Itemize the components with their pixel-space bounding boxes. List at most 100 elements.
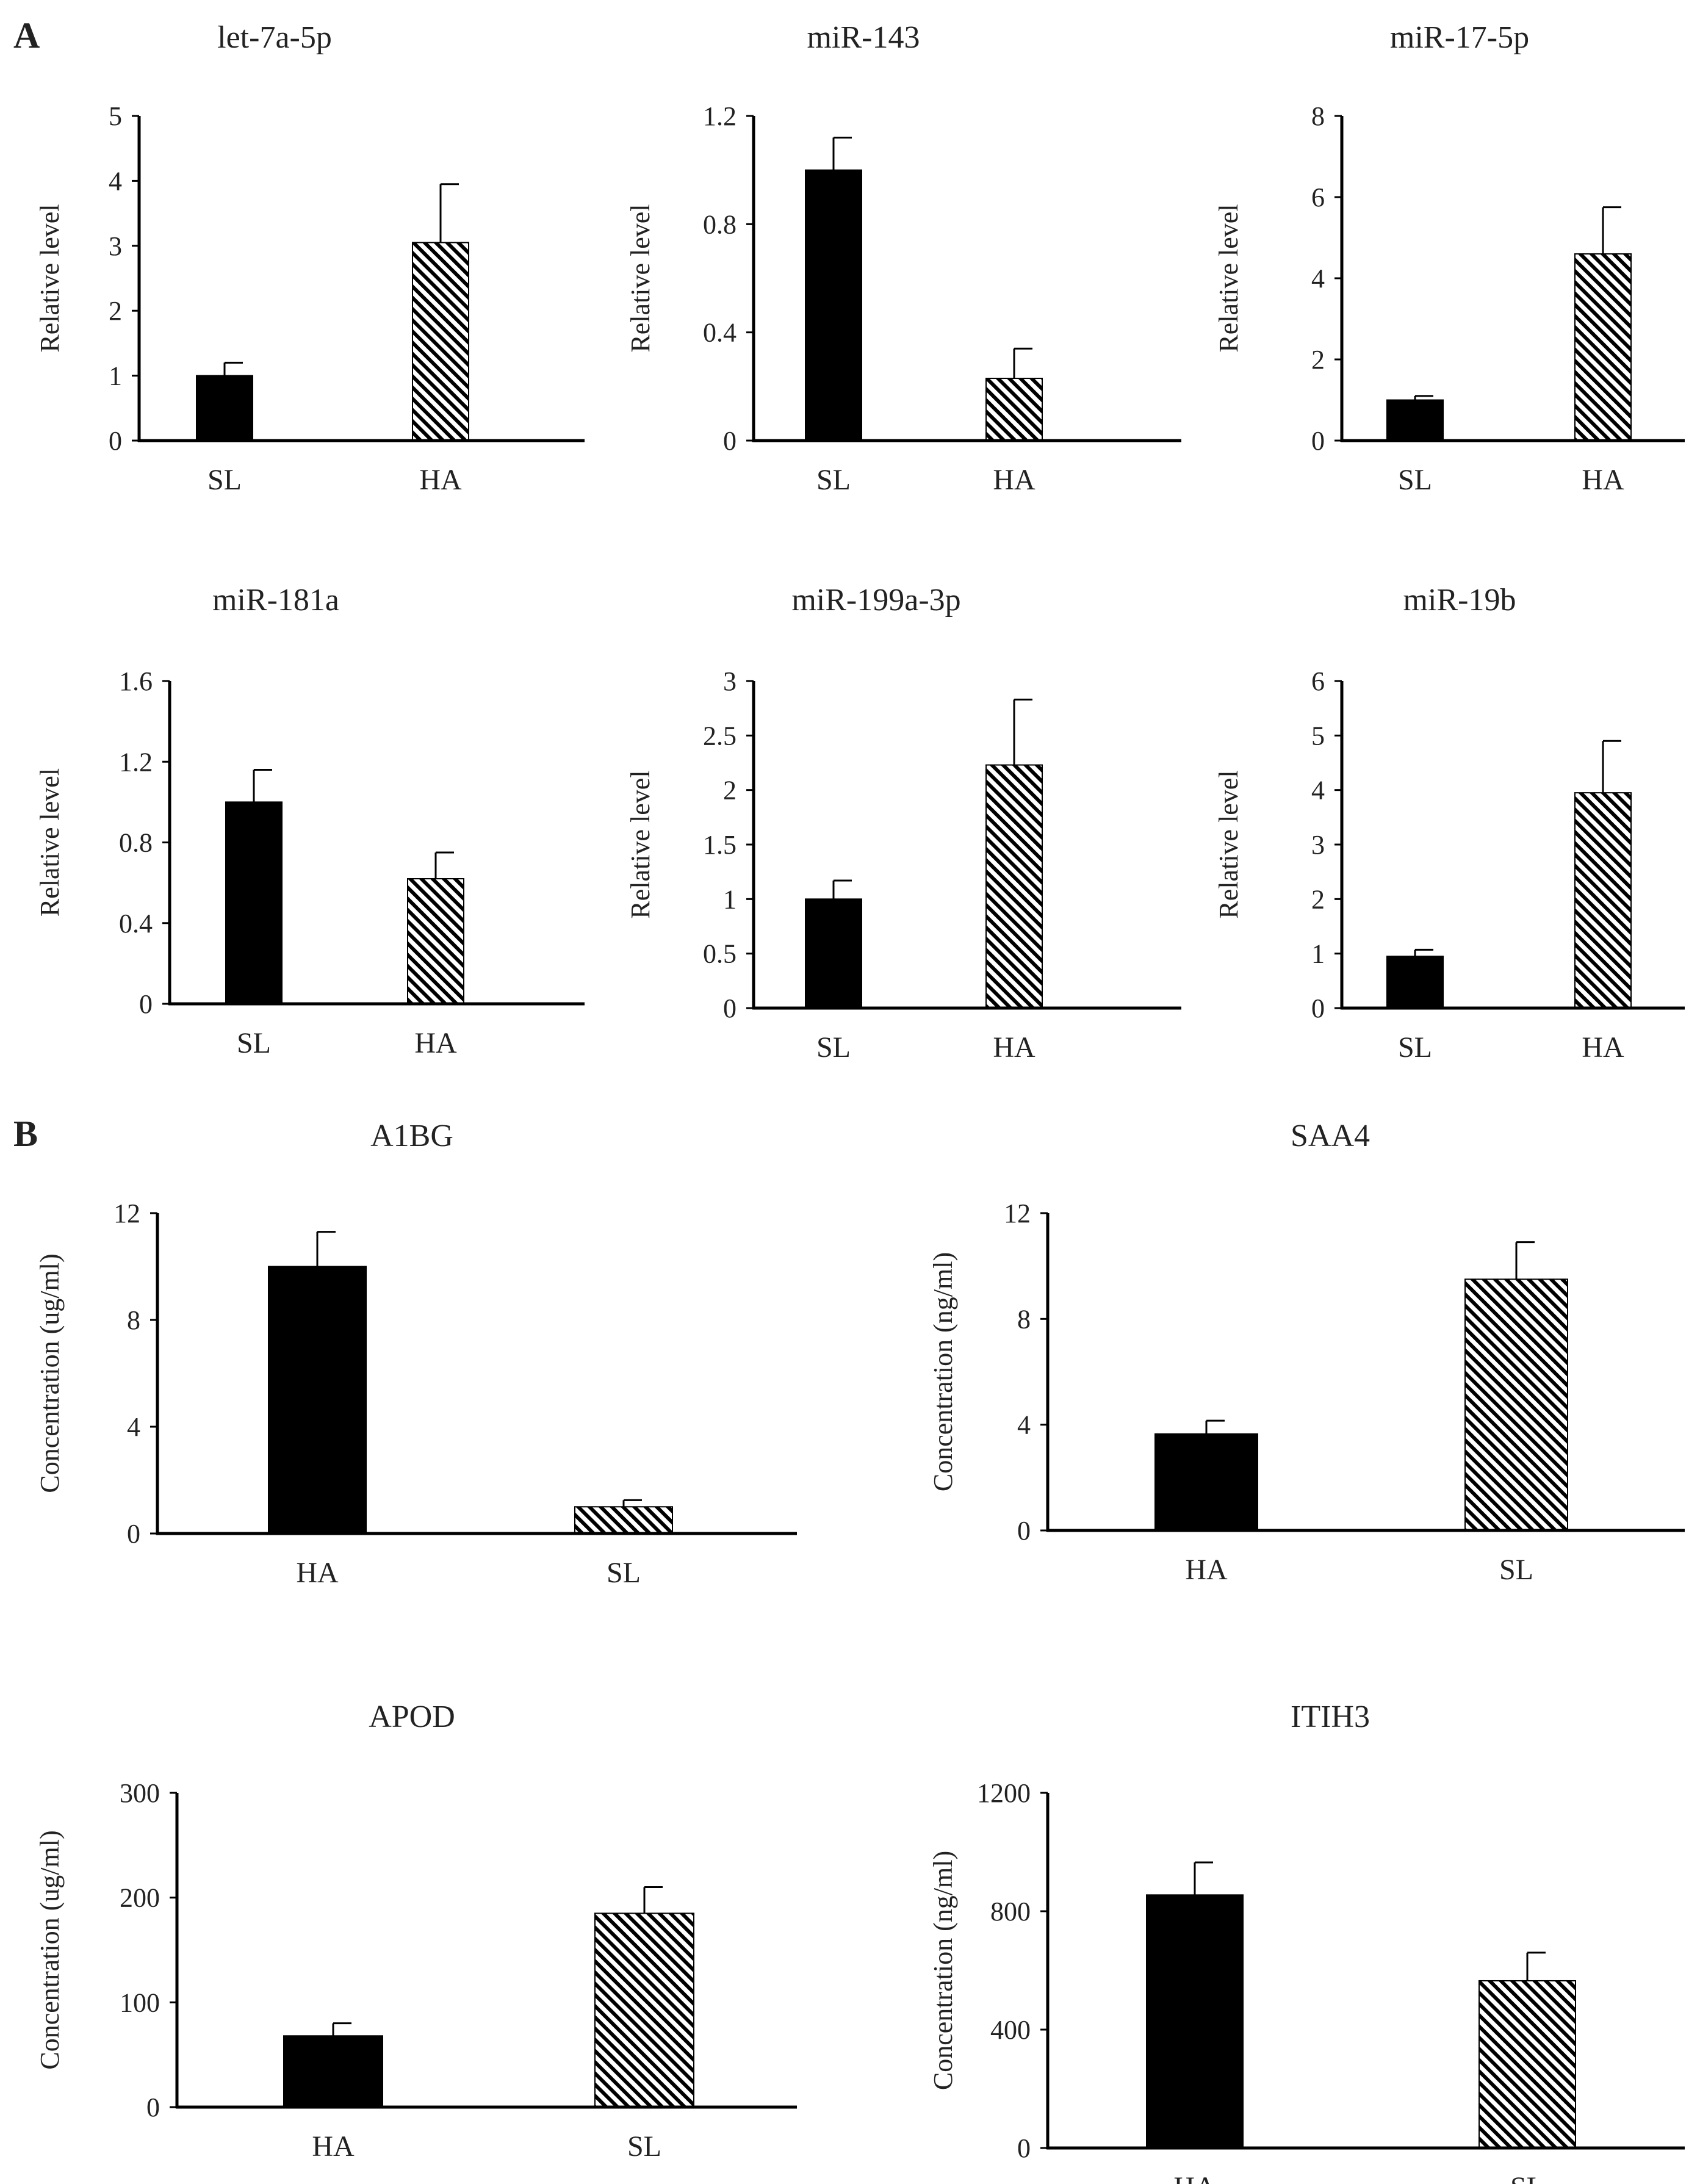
y-tick-label: 0.4 bbox=[119, 909, 153, 939]
bar-ha bbox=[407, 878, 464, 1004]
category-label: HA bbox=[414, 1027, 457, 1059]
panel-label-b: B bbox=[13, 1114, 38, 1154]
category-label: SL bbox=[627, 2130, 661, 2163]
category-label: HA bbox=[419, 464, 462, 496]
chart-title: miR-199a-3p bbox=[791, 583, 960, 618]
y-tick-label: 400 bbox=[990, 2015, 1031, 2045]
y-axis-title: Relative level bbox=[35, 204, 65, 352]
y-tick-label: 2 bbox=[1311, 345, 1325, 375]
y-tick-label: 12 bbox=[113, 1198, 140, 1228]
y-tick-label: 8 bbox=[1017, 1304, 1031, 1334]
y-tick-label: 0.5 bbox=[703, 939, 737, 969]
category-label: HA bbox=[993, 1031, 1035, 1064]
chart-title: SAA4 bbox=[1291, 1119, 1370, 1153]
y-tick-label: 4 bbox=[127, 1412, 140, 1442]
bar-ha bbox=[985, 378, 1043, 441]
bar-ha bbox=[283, 2035, 383, 2108]
bar-sl bbox=[1464, 1278, 1568, 1531]
y-tick-label: 4 bbox=[1311, 264, 1325, 294]
category-label: SL bbox=[207, 464, 242, 496]
y-tick-label: 0 bbox=[109, 426, 122, 456]
y-tick-label: 1.5 bbox=[703, 830, 737, 860]
chart-8: APOD Concentration (ug/ml) HA SL 0 100 200 300 bbox=[35, 1699, 797, 2163]
y-axis-title: Concentration (ug/ml) bbox=[35, 1830, 65, 2069]
category-label: SL bbox=[237, 1027, 271, 1059]
y-tick-label: 8 bbox=[127, 1305, 140, 1335]
bar-sl bbox=[1478, 1980, 1576, 2149]
category-label: SL bbox=[1510, 2171, 1544, 2184]
y-tick-label: 1 bbox=[1311, 939, 1325, 969]
category-label: SL bbox=[1499, 1554, 1533, 1586]
y-tick-label: 2 bbox=[723, 776, 737, 805]
y-axis-title: Relative level bbox=[625, 770, 655, 918]
y-tick-label: 5 bbox=[1311, 721, 1325, 751]
category-label: HA bbox=[312, 2130, 355, 2163]
y-tick-label: 1 bbox=[723, 884, 737, 914]
y-tick-label: 0 bbox=[1311, 993, 1325, 1023]
chart-5: miR-19b Relative level SL HA 0 1 2 3 4 5 6 bbox=[1214, 583, 1685, 1064]
bar-ha bbox=[1574, 792, 1632, 1009]
chart-4: miR-199a-3p Relative level SL HA 0 0.5 1 1.5 2 2.… bbox=[625, 583, 1181, 1064]
y-tick-label: 3 bbox=[109, 231, 122, 261]
chart-title: ITIH3 bbox=[1291, 1699, 1370, 1734]
bar-ha bbox=[1146, 1894, 1244, 2149]
bar-sl bbox=[574, 1506, 673, 1534]
chart-title: miR-143 bbox=[807, 20, 920, 55]
y-tick-label: 0 bbox=[1017, 2133, 1031, 2163]
chart-0: let-7a-5p Relative level SL HA 0 1 2 3 4 5 bbox=[35, 20, 585, 496]
bar-sl bbox=[805, 169, 862, 441]
y-tick-label: 300 bbox=[120, 1778, 160, 1808]
category-label: HA bbox=[1173, 2171, 1216, 2184]
bar-sl bbox=[196, 375, 253, 441]
chart-7: SAA4 Concentration (ng/ml) HA SL 0 4 8 12 bbox=[928, 1119, 1685, 1586]
y-tick-label: 100 bbox=[120, 1988, 160, 2017]
y-tick-label: 12 bbox=[1004, 1198, 1031, 1228]
y-axis-title: Concentration (ng/ml) bbox=[928, 1252, 958, 1491]
chart-6: A1BG Concentration (ug/ml) HA SL 0 4 8 12 bbox=[35, 1119, 797, 1589]
y-tick-label: 5 bbox=[109, 101, 122, 131]
y-tick-label: 0 bbox=[1017, 1516, 1031, 1546]
bar-ha bbox=[985, 764, 1043, 1009]
category-label: SL bbox=[816, 464, 851, 496]
y-tick-label: 1.6 bbox=[119, 666, 153, 696]
y-tick-label: 1200 bbox=[977, 1778, 1031, 1808]
y-axis-title: Relative level bbox=[625, 204, 655, 352]
chart-title: miR-19b bbox=[1403, 583, 1516, 618]
bar-sl bbox=[594, 1912, 694, 2108]
y-tick-label: 0 bbox=[127, 1519, 140, 1549]
chart-2: miR-17-5p Relative level SL HA 0 2 4 6 8 bbox=[1214, 20, 1685, 496]
y-axis-title: Relative level bbox=[35, 768, 65, 917]
y-tick-label: 6 bbox=[1311, 666, 1325, 696]
y-tick-label: 8 bbox=[1311, 101, 1325, 131]
category-label: HA bbox=[296, 1557, 339, 1589]
y-tick-label: 2.5 bbox=[703, 721, 737, 751]
y-tick-label: 0 bbox=[723, 993, 737, 1023]
y-tick-label: 0 bbox=[139, 989, 153, 1019]
y-axis-title: Relative level bbox=[1214, 204, 1244, 352]
bar-sl bbox=[1386, 956, 1444, 1009]
y-tick-label: 4 bbox=[1017, 1410, 1031, 1440]
y-axis-title: Concentration (ug/ml) bbox=[35, 1253, 65, 1493]
y-tick-label: 6 bbox=[1311, 182, 1325, 212]
y-axis-title: Concentration (ng/ml) bbox=[928, 1851, 958, 2090]
bar-sl bbox=[805, 898, 862, 1009]
chart-title: miR-17-5p bbox=[1390, 20, 1529, 55]
y-tick-label: 4 bbox=[1311, 776, 1325, 805]
y-tick-label: 1.2 bbox=[119, 747, 153, 777]
y-tick-label: 0.4 bbox=[703, 318, 737, 348]
bar-ha bbox=[268, 1266, 367, 1534]
category-label: SL bbox=[1398, 1031, 1432, 1064]
category-label: HA bbox=[993, 464, 1035, 496]
y-tick-label: 0 bbox=[146, 2092, 160, 2122]
y-tick-label: 800 bbox=[990, 1897, 1031, 1926]
y-tick-label: 2 bbox=[1311, 884, 1325, 914]
chart-9: ITIH3 Concentration (ng/ml) HA SL 0 400 800 120… bbox=[928, 1699, 1685, 2184]
chart-3: miR-181a Relative level SL HA 0 0.4 0.8 1.2 1.6 bbox=[35, 583, 585, 1059]
y-tick-label: 0.8 bbox=[703, 209, 737, 239]
category-label: HA bbox=[1185, 1554, 1228, 1586]
category-label: HA bbox=[1582, 464, 1624, 496]
chart-1: miR-143 Relative level SL HA 0 0.4 0.8 1.2 bbox=[625, 20, 1181, 496]
y-tick-label: 0 bbox=[723, 426, 737, 456]
bar-ha bbox=[1154, 1433, 1258, 1531]
